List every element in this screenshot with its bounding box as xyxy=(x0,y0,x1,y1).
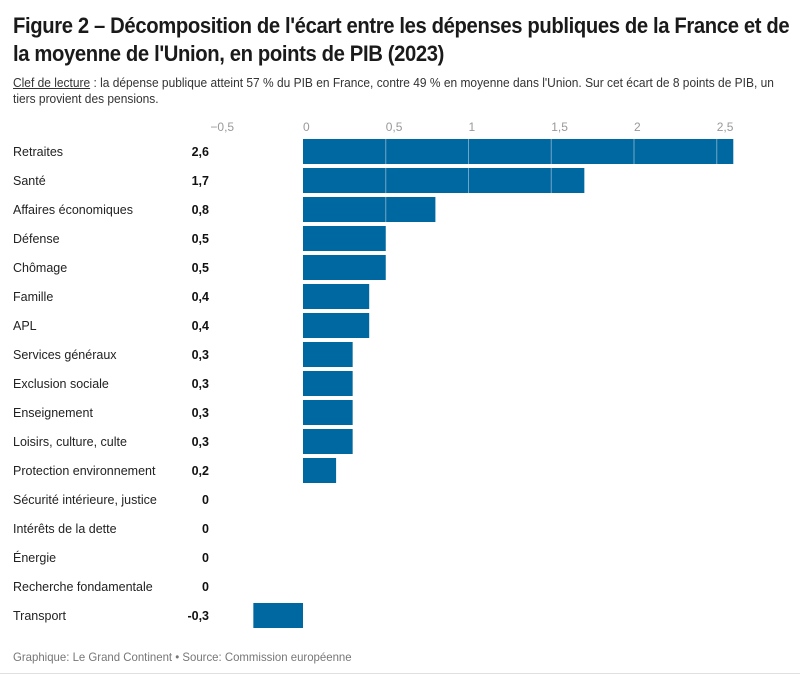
value-label: 0,4 xyxy=(192,290,209,304)
x-tick-label: 2,5 xyxy=(717,120,734,134)
value-label: 0,5 xyxy=(192,261,209,275)
value-label: 0,3 xyxy=(192,348,209,362)
x-axis-ticks: −0,5 0 0,5 1 1,5 2 2,5 xyxy=(210,120,733,134)
category-label: Retraites xyxy=(13,145,63,159)
value-label: 0 xyxy=(202,522,209,536)
bar xyxy=(303,313,370,338)
bar xyxy=(303,429,353,454)
category-label: Énergie xyxy=(13,550,56,565)
value-label: -0,3 xyxy=(187,609,209,623)
reading-key: Clef de lecture : la dépense publique at… xyxy=(13,75,786,107)
category-label: Santé xyxy=(13,174,46,188)
value-label: 2,6 xyxy=(192,145,209,159)
reading-key-label: Clef de lecture xyxy=(13,75,91,90)
value-label: 0,5 xyxy=(192,232,209,246)
category-label: Affaires économiques xyxy=(13,203,133,217)
bar xyxy=(303,139,734,164)
category-label: Défense xyxy=(13,232,60,246)
value-label: 0 xyxy=(202,551,209,565)
bar xyxy=(303,197,436,222)
footer-divider xyxy=(0,673,800,674)
x-tick-label: 2 xyxy=(634,120,641,134)
category-label: Famille xyxy=(13,290,53,304)
value-label: 0 xyxy=(202,493,209,507)
gridlines xyxy=(385,139,718,222)
category-label: Protection environnement xyxy=(13,464,156,478)
bar xyxy=(253,603,303,628)
x-tick-label: 0,5 xyxy=(386,120,403,134)
bar xyxy=(303,371,353,396)
value-label: 0,4 xyxy=(192,319,209,333)
category-labels: Retraites Santé Affaires économiques Défens… xyxy=(13,145,157,623)
category-label: Transport xyxy=(13,609,67,623)
category-label: Sécurité intérieure, justice xyxy=(13,493,157,507)
value-label: 0,3 xyxy=(192,406,209,420)
category-label: Recherche fondamentale xyxy=(13,580,153,594)
bars xyxy=(253,139,734,628)
source-credit: Graphique: Le Grand Continent • Source: … xyxy=(13,650,352,664)
x-tick-label: 1,5 xyxy=(551,120,568,134)
value-label: 0,2 xyxy=(192,464,209,478)
category-label: Chômage xyxy=(13,261,67,275)
value-label: 0,3 xyxy=(192,435,209,449)
category-label: Services généraux xyxy=(13,348,117,362)
chart-title: Figure 2 – Décomposition de l'écart entr… xyxy=(13,13,790,66)
x-tick-label: 0 xyxy=(303,120,310,134)
reading-key-text: : la dépense publique atteint 57 % du PI… xyxy=(13,75,774,106)
value-label: 1,7 xyxy=(192,174,209,188)
bar xyxy=(303,226,386,251)
category-label: Loisirs, culture, culte xyxy=(13,435,127,449)
value-label: 0,3 xyxy=(192,377,209,391)
value-label: 0,8 xyxy=(192,203,209,217)
value-labels: 2,6 1,7 0,8 0,5 0,5 0,4 0,4 0,3 0,3 0,3 0,3 0,2 0 0 0 0… xyxy=(187,145,209,623)
bar xyxy=(303,400,353,425)
category-label: Enseignement xyxy=(13,406,93,420)
bar xyxy=(303,168,585,193)
value-label: 0 xyxy=(202,580,209,594)
category-label: Intérêts de la dette xyxy=(13,522,117,536)
bar xyxy=(303,284,370,309)
category-label: Exclusion sociale xyxy=(13,377,109,391)
category-label: APL xyxy=(13,319,37,333)
bar xyxy=(303,458,337,483)
x-tick-label: 1 xyxy=(469,120,476,134)
x-tick-label: −0,5 xyxy=(210,120,234,134)
bar xyxy=(303,255,386,280)
bar xyxy=(303,342,353,367)
